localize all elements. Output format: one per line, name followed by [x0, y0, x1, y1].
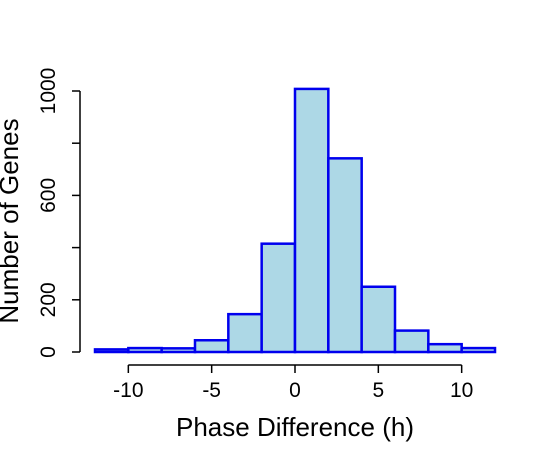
x-axis: -10 -5 0 5 10 — [113, 364, 473, 402]
x-tick-label: 0 — [289, 379, 301, 402]
histogram-bar-3 — [193, 339, 230, 354]
x-tick-label: 5 — [372, 379, 384, 402]
y-tick-label: 200 — [37, 282, 60, 317]
y-axis: 0 200 600 1000 — [37, 68, 81, 358]
bars-layer — [93, 87, 497, 354]
x-axis-title: Phase Difference (h) — [176, 412, 414, 442]
histogram-bar-2 — [160, 347, 197, 354]
x-tick-label: 10 — [450, 379, 473, 402]
histogram-bar-7 — [327, 157, 363, 354]
histogram-bar-4 — [227, 312, 263, 354]
x-tick-label: -5 — [202, 379, 221, 402]
y-tick-label: 600 — [37, 178, 60, 213]
histogram-bar-0 — [93, 348, 130, 354]
histogram-bar-8 — [360, 285, 397, 354]
y-axis-title: Number of Genes — [0, 118, 24, 323]
histogram-bar-9 — [393, 329, 430, 354]
histogram-bar-5 — [260, 242, 297, 354]
histogram-bar-1 — [127, 346, 163, 354]
x-tick-label: -10 — [113, 379, 143, 402]
y-tick-label: 0 — [37, 346, 60, 358]
histogram-bar-6 — [293, 87, 330, 354]
histogram-bar-11 — [460, 346, 497, 354]
histogram-bar-10 — [427, 342, 463, 354]
y-tick-label: 1000 — [37, 68, 60, 115]
